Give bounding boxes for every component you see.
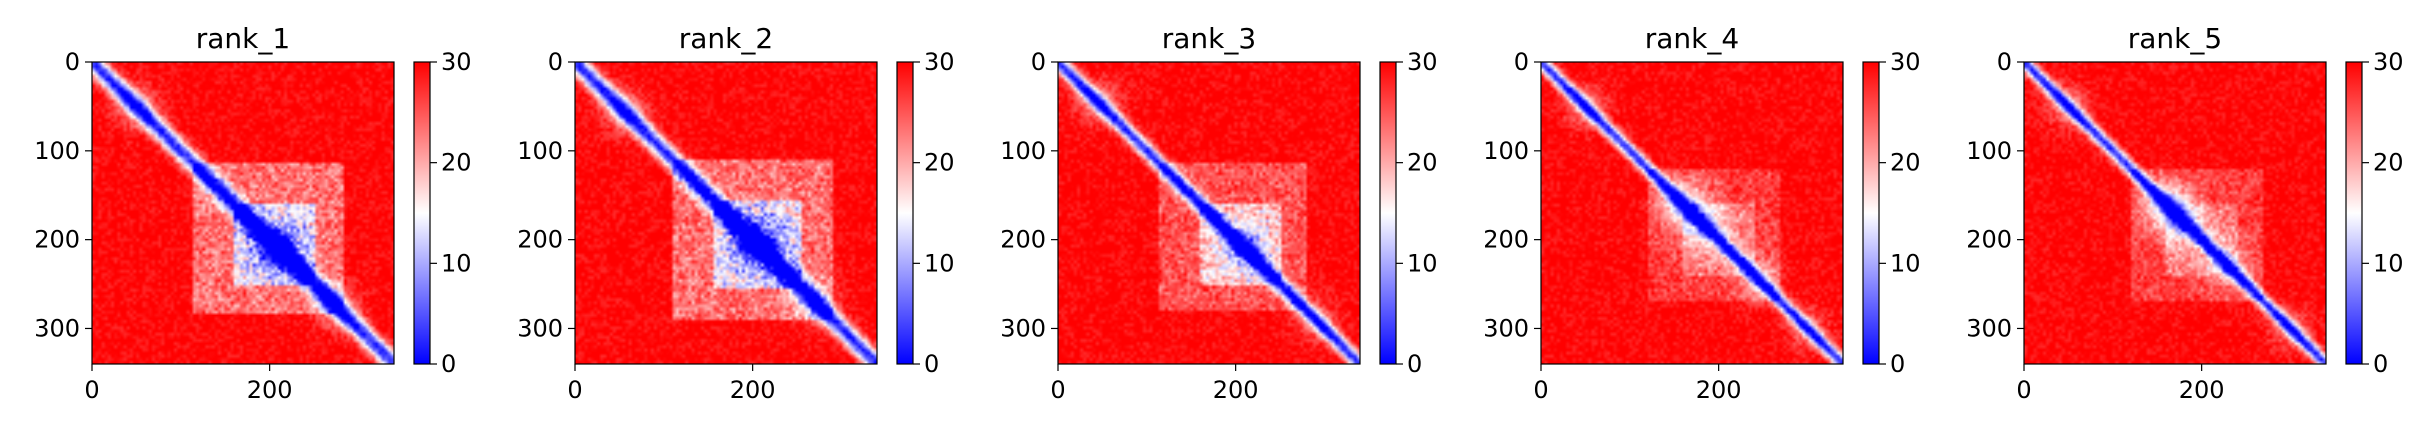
colorbar-tick-label: 30: [1890, 48, 1921, 76]
heatmap-image: [92, 62, 394, 364]
panel-title: rank_5: [2128, 22, 2222, 55]
colorbar-tick-label: 20: [2373, 149, 2404, 177]
colorbar-tick-label: 20: [1890, 149, 1921, 177]
colorbar: [1862, 61, 1880, 365]
y-tick-label: 100: [1000, 137, 1046, 165]
y-tick-label: 0: [65, 48, 80, 76]
x-tick-label: 200: [2179, 376, 2225, 404]
y-tick-label: 300: [1966, 314, 2012, 342]
heatmap-image: [575, 62, 877, 364]
colorbar-tick-label: 10: [2373, 249, 2404, 277]
panel-title: rank_3: [1162, 22, 1256, 55]
y-tick-label: 300: [517, 314, 563, 342]
panel-3: rank_3 0 200 0 100 200 300 0 10 20 30: [1000, 22, 1437, 404]
colorbar-tick-label: 30: [2373, 48, 2404, 76]
y-tick-label: 200: [1000, 226, 1046, 254]
panel-2: rank_2 0 200 0 100 200 300 0 10 20 30: [517, 22, 954, 404]
axes-frame: [2023, 61, 2327, 365]
y-tick-label: 100: [34, 137, 80, 165]
colorbar-tick-label: 30: [924, 48, 955, 76]
colorbar-tick-label: 0: [924, 350, 939, 378]
y-tick-label: 200: [34, 226, 80, 254]
y-tick-label: 200: [1966, 226, 2012, 254]
x-tick-label: 200: [247, 376, 293, 404]
x-tick-label: 0: [2016, 376, 2031, 404]
panel-title: rank_2: [679, 22, 773, 55]
colorbar-tick-label: 0: [2373, 350, 2388, 378]
axes-frame: [91, 61, 395, 365]
y-tick-label: 300: [34, 314, 80, 342]
y-tick-label: 300: [1483, 314, 1529, 342]
x-tick-label: 0: [1533, 376, 1548, 404]
colorbar-tick-label: 30: [1407, 48, 1438, 76]
colorbar: [2345, 61, 2363, 365]
colorbar: [413, 61, 431, 365]
axes-frame: [1057, 61, 1361, 365]
y-tick-label: 200: [1483, 226, 1529, 254]
colorbar-tick-label: 30: [441, 48, 472, 76]
y-tick-label: 0: [1514, 48, 1529, 76]
panel-1: rank_1 0 200 0 100 200 300 0 10 20 30: [34, 22, 471, 404]
x-tick-label: 0: [84, 376, 99, 404]
y-tick-label: 0: [1997, 48, 2012, 76]
x-tick-label: 0: [1050, 376, 1065, 404]
colorbar-tick-label: 20: [441, 149, 472, 177]
y-tick-label: 100: [1966, 137, 2012, 165]
colorbar-tick-label: 0: [441, 350, 456, 378]
colorbar-tick-label: 10: [441, 249, 472, 277]
panel-title: rank_4: [1645, 22, 1739, 55]
colorbar: [896, 61, 914, 365]
y-tick-label: 100: [517, 137, 563, 165]
y-tick-label: 300: [1000, 314, 1046, 342]
panel-5: rank_5 0 200 0 100 200 300 0 10 20 30: [1966, 22, 2403, 404]
colorbar-tick-label: 0: [1890, 350, 1905, 378]
x-tick-label: 200: [1696, 376, 1742, 404]
y-tick-label: 200: [517, 226, 563, 254]
colorbar-tick-label: 10: [1890, 249, 1921, 277]
x-tick-label: 200: [730, 376, 776, 404]
panel-title: rank_1: [196, 22, 290, 55]
panel-4: rank_4 0 200 0 100 200 300 0 10 20 30: [1483, 22, 1920, 404]
colorbar-tick-label: 10: [924, 249, 955, 277]
y-tick-label: 100: [1483, 137, 1529, 165]
heatmap-image: [1541, 62, 1843, 364]
colorbar-tick-label: 10: [1407, 249, 1438, 277]
colorbar-tick-label: 20: [1407, 149, 1438, 177]
colorbar-tick-label: 20: [924, 149, 955, 177]
x-tick-label: 0: [567, 376, 582, 404]
heatmap-image: [2024, 62, 2326, 364]
colorbar-tick-label: 0: [1407, 350, 1422, 378]
axes-frame: [1540, 61, 1844, 365]
heatmap-image: [1058, 62, 1360, 364]
x-tick-label: 200: [1213, 376, 1259, 404]
axes-frame: [574, 61, 878, 365]
y-tick-label: 0: [1031, 48, 1046, 76]
y-tick-label: 0: [548, 48, 563, 76]
colorbar: [1379, 61, 1397, 365]
